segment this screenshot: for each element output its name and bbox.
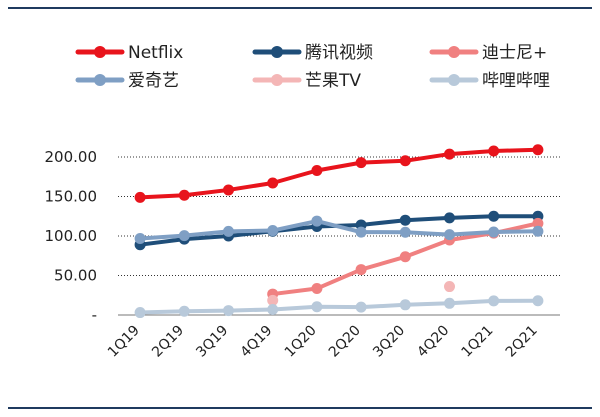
data-point	[355, 157, 367, 169]
data-point	[444, 297, 455, 309]
x-tick-label: 1Q21	[459, 323, 497, 361]
data-point	[399, 226, 411, 238]
data-point	[311, 165, 323, 177]
legend-swatch-marker	[271, 46, 283, 58]
legend-swatch-marker	[448, 46, 460, 58]
x-tick-label: 2Q19	[149, 323, 187, 361]
data-point	[178, 230, 190, 242]
legend-label: 腾讯视频	[305, 43, 373, 63]
data-point	[444, 148, 455, 160]
y-tick-label: 100.00	[45, 227, 98, 245]
top-border-line	[8, 7, 592, 9]
x-tick-label: 2Q21	[503, 323, 541, 361]
legend-label: 爱奇艺	[128, 71, 179, 91]
legend-label: Netflix	[128, 43, 183, 63]
bottom-border-line	[8, 407, 592, 409]
x-tick-label: 2Q20	[326, 323, 364, 361]
series-line	[140, 298, 538, 315]
series-line	[139, 214, 538, 247]
data-point	[532, 225, 544, 237]
data-point	[267, 303, 279, 315]
data-point	[399, 251, 411, 263]
data-point	[134, 307, 146, 319]
data-point	[355, 226, 367, 238]
x-tick-label: 4Q20	[414, 323, 452, 361]
series-line	[140, 147, 538, 200]
data-point	[267, 225, 279, 237]
data-point	[444, 281, 455, 293]
x-tick-label: 1Q19	[105, 323, 143, 361]
data-point	[444, 212, 455, 224]
x-tick-label: 3Q19	[193, 323, 231, 361]
legend-swatch-marker	[94, 46, 106, 58]
legend-swatch-marker	[448, 74, 460, 86]
y-tick-label: -	[92, 306, 97, 324]
legend-swatch-marker	[94, 74, 106, 86]
y-tick-label: 200.00	[45, 148, 98, 166]
legend-label: 哔哩哔哩	[482, 71, 550, 91]
y-tick-label: 150.00	[45, 188, 98, 206]
x-tick-label: 4Q19	[238, 323, 276, 361]
data-point	[488, 210, 500, 222]
data-point	[311, 215, 323, 227]
data-point	[399, 299, 411, 311]
data-point	[134, 191, 146, 203]
data-point	[488, 145, 500, 157]
data-point	[267, 177, 279, 189]
series-line	[139, 219, 538, 241]
data-point	[311, 283, 323, 295]
data-point	[488, 226, 500, 238]
legend-label: 迪士尼+	[482, 43, 547, 63]
data-point	[223, 305, 234, 317]
data-point	[223, 184, 234, 196]
data-point	[178, 305, 190, 317]
data-point	[134, 233, 146, 245]
data-point	[267, 294, 279, 306]
data-point	[488, 295, 500, 307]
data-point	[444, 229, 455, 241]
data-point	[223, 225, 234, 237]
data-point	[399, 155, 411, 167]
data-point	[399, 214, 411, 226]
data-point	[355, 264, 367, 276]
y-tick-label: 50.00	[54, 267, 97, 285]
data-point	[532, 144, 544, 156]
legend-label: 芒果TV	[305, 71, 361, 91]
legend-swatch-marker	[271, 74, 283, 86]
data-point	[532, 217, 544, 229]
data-point	[355, 301, 367, 313]
x-tick-label: 1Q20	[282, 323, 320, 361]
data-point	[178, 189, 190, 201]
data-point	[532, 295, 544, 307]
data-point	[311, 301, 323, 313]
x-tick-label: 3Q20	[370, 323, 408, 361]
